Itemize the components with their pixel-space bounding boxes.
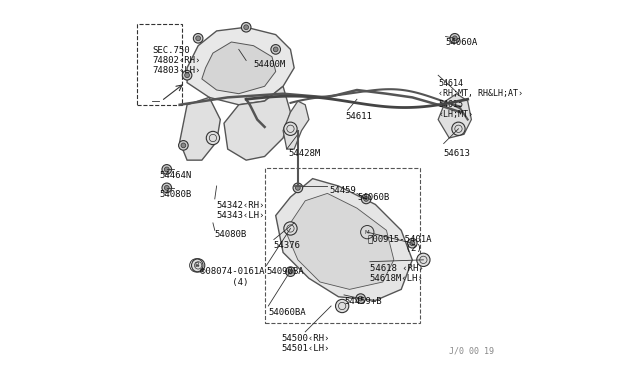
Text: Ⓜ00915-5401A
       (2): Ⓜ00915-5401A (2) bbox=[368, 234, 433, 253]
Polygon shape bbox=[187, 27, 294, 105]
Text: 54342‹RH›
54343‹LH›: 54342‹RH› 54343‹LH› bbox=[216, 201, 265, 220]
Circle shape bbox=[452, 122, 465, 135]
Text: 54611: 54611 bbox=[346, 112, 372, 121]
Circle shape bbox=[285, 267, 295, 276]
Circle shape bbox=[271, 45, 280, 54]
Text: B: B bbox=[194, 262, 198, 268]
Text: 54618 ‹RH›
54618M‹LH›: 54618 ‹RH› 54618M‹LH› bbox=[370, 263, 424, 283]
Polygon shape bbox=[287, 193, 394, 289]
Text: J/0 00 19: J/0 00 19 bbox=[449, 347, 493, 356]
Circle shape bbox=[450, 33, 460, 43]
Circle shape bbox=[241, 22, 251, 32]
Circle shape bbox=[181, 143, 186, 148]
Circle shape bbox=[284, 122, 297, 135]
Circle shape bbox=[408, 238, 417, 248]
Text: ®08074-0161A
      (4): ®08074-0161A (4) bbox=[200, 267, 264, 287]
Circle shape bbox=[185, 73, 189, 78]
Circle shape bbox=[164, 186, 169, 190]
Circle shape bbox=[410, 241, 415, 246]
Circle shape bbox=[179, 141, 188, 150]
Text: 54459: 54459 bbox=[329, 186, 356, 195]
Circle shape bbox=[191, 259, 205, 272]
Circle shape bbox=[206, 131, 220, 145]
Circle shape bbox=[162, 183, 172, 193]
Text: 54060BA: 54060BA bbox=[268, 308, 306, 317]
Circle shape bbox=[356, 294, 365, 304]
Circle shape bbox=[244, 25, 248, 30]
Circle shape bbox=[162, 164, 172, 174]
Circle shape bbox=[288, 269, 293, 274]
Text: 54060A: 54060A bbox=[445, 38, 478, 47]
Circle shape bbox=[417, 253, 430, 266]
Text: 54613: 54613 bbox=[444, 149, 470, 158]
Text: 54080B: 54080B bbox=[159, 190, 191, 199]
Text: 54459+B: 54459+B bbox=[344, 297, 381, 306]
Polygon shape bbox=[224, 86, 291, 160]
Polygon shape bbox=[438, 94, 472, 138]
Polygon shape bbox=[276, 179, 412, 301]
Text: 54060B: 54060B bbox=[357, 193, 389, 202]
Text: M: M bbox=[365, 230, 369, 235]
Circle shape bbox=[364, 196, 369, 201]
Circle shape bbox=[193, 33, 203, 43]
Circle shape bbox=[296, 186, 300, 190]
Polygon shape bbox=[180, 97, 220, 160]
Circle shape bbox=[362, 194, 371, 204]
Polygon shape bbox=[283, 101, 309, 149]
Circle shape bbox=[293, 183, 303, 193]
Circle shape bbox=[335, 299, 349, 312]
Text: 54500‹RH›
54501‹LH›: 54500‹RH› 54501‹LH› bbox=[281, 334, 330, 353]
Text: 54080B: 54080B bbox=[215, 230, 247, 239]
Circle shape bbox=[273, 47, 278, 52]
Circle shape bbox=[452, 36, 457, 41]
Text: SEC.750
74802‹RH›
74803‹LH›: SEC.750 74802‹RH› 74803‹LH› bbox=[152, 46, 200, 76]
Text: 54464N: 54464N bbox=[159, 171, 191, 180]
Text: 54400M: 54400M bbox=[253, 61, 286, 70]
Text: 54428M: 54428M bbox=[289, 149, 321, 158]
Text: 54090BA: 54090BA bbox=[266, 267, 304, 276]
Circle shape bbox=[284, 222, 297, 235]
Polygon shape bbox=[202, 42, 276, 94]
Circle shape bbox=[358, 296, 363, 301]
Text: 54376: 54376 bbox=[274, 241, 301, 250]
Circle shape bbox=[196, 36, 200, 41]
Circle shape bbox=[182, 70, 192, 80]
Circle shape bbox=[164, 167, 169, 172]
Text: 54614
‹RH;MT, RH&LH;AT›
54615
‹LH;MT›: 54614 ‹RH;MT, RH&LH;AT› 54615 ‹LH;MT› bbox=[438, 79, 523, 119]
